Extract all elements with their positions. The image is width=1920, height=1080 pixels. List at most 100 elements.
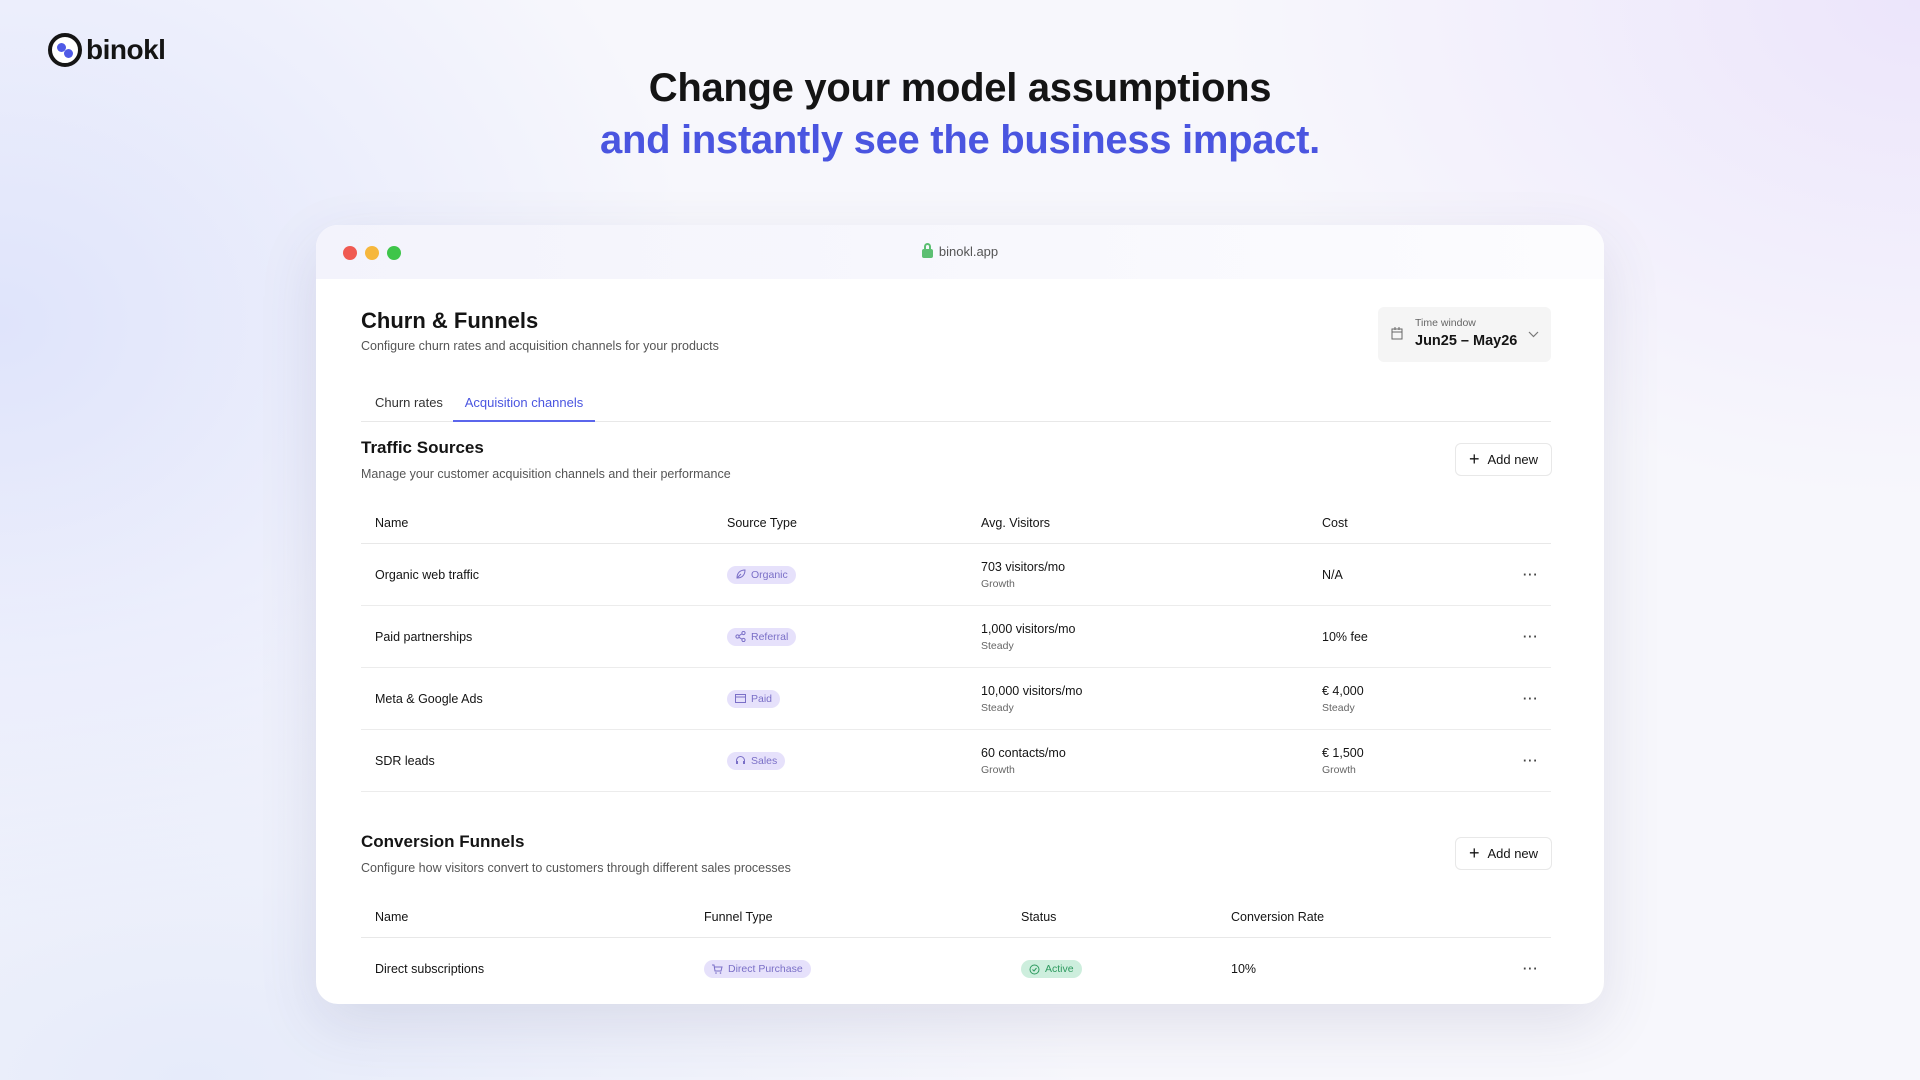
headset-icon bbox=[736, 756, 745, 764]
tab-churn-rates[interactable]: Churn rates bbox=[375, 395, 443, 410]
source-type-badge: Organic bbox=[727, 565, 796, 584]
table-row[interactable]: Direct subscriptions Direct Purchase Act… bbox=[361, 938, 1551, 1000]
source-type-text: Referral bbox=[751, 630, 789, 643]
add-new-label: Add new bbox=[1487, 452, 1539, 467]
traffic-sources-subtitle: Manage your customer acquisition channel… bbox=[361, 467, 731, 481]
visitors-value: 10,000 visitors/mo bbox=[981, 683, 1083, 698]
minimize-window-button[interactable] bbox=[365, 246, 379, 260]
column-header-name: Name bbox=[375, 909, 409, 924]
source-name: SDR leads bbox=[375, 753, 435, 768]
tabs-divider bbox=[361, 421, 1551, 422]
page-subtitle: Configure churn rates and acquisition ch… bbox=[361, 339, 719, 353]
source-type-badge: Paid bbox=[727, 689, 781, 708]
brand-name: binokl bbox=[86, 34, 166, 65]
funnel-name: Direct subscriptions bbox=[375, 962, 485, 976]
time-window-select[interactable]: Time window Jun25 – May26 bbox=[1378, 307, 1551, 362]
table-row[interactable]: Organic web traffic Organic 703 visitors… bbox=[361, 544, 1551, 606]
table-header: Name Funnel Type Status Conversion Rate bbox=[361, 896, 1551, 938]
cost-value: 10% fee bbox=[1322, 629, 1368, 644]
avg-visitors: 1,000 visitors/mo Steady bbox=[981, 622, 1075, 652]
hero-line-1: Change your model assumptions bbox=[648, 66, 1272, 110]
check-badge-icon bbox=[1029, 964, 1040, 974]
status-badge: Active bbox=[1021, 960, 1082, 978]
url-text: binokl.app bbox=[938, 244, 999, 259]
column-header-funnel-type: Funnel Type bbox=[704, 909, 773, 924]
conversion-funnels-subtitle: Configure how visitors convert to custom… bbox=[361, 861, 791, 875]
hero-headline: Change your model assumptions and instan… bbox=[0, 62, 1920, 166]
plus-icon: + bbox=[1468, 843, 1480, 863]
cost: € 4,000 Steady bbox=[1322, 684, 1364, 714]
funnel-type-text: Direct Purchase bbox=[728, 963, 803, 975]
visitors-value: 703 visitors/mo bbox=[981, 559, 1066, 574]
logo-mark-icon bbox=[48, 33, 82, 67]
row-actions-button[interactable]: ··· bbox=[1523, 753, 1539, 768]
table-row[interactable]: Meta & Google Ads Paid 10,000 visitors/m… bbox=[361, 668, 1551, 730]
source-name: Paid partnerships bbox=[375, 629, 473, 644]
close-window-button[interactable] bbox=[343, 246, 357, 260]
source-name: Meta & Google Ads bbox=[375, 691, 483, 706]
hero-line-2: and instantly see the business impact. bbox=[600, 118, 1320, 162]
visitors-trend: Growth bbox=[981, 577, 1015, 590]
source-type-text: Sales bbox=[751, 754, 778, 767]
lock-icon bbox=[921, 243, 933, 258]
cost-value: € 1,500 bbox=[1322, 745, 1364, 760]
column-header-status: Status bbox=[1021, 909, 1057, 924]
row-actions-button[interactable]: ··· bbox=[1523, 691, 1539, 706]
page-title: Churn & Funnels bbox=[361, 308, 539, 333]
add-new-label: Add new bbox=[1487, 846, 1539, 861]
conversion-funnels-table: Name Funnel Type Status Conversion Rate … bbox=[361, 896, 1551, 1000]
address-bar[interactable]: binokl.app bbox=[316, 243, 1604, 259]
row-actions-button[interactable]: ··· bbox=[1523, 567, 1539, 582]
row-actions-button[interactable]: ··· bbox=[1523, 629, 1539, 644]
table-row[interactable]: Paid partnerships Referral 1,000 visitor… bbox=[361, 606, 1551, 668]
column-header-cost: Cost bbox=[1322, 515, 1348, 530]
avg-visitors: 60 contacts/mo Growth bbox=[981, 746, 1066, 776]
calendar-icon bbox=[1391, 327, 1403, 340]
visitors-trend: Steady bbox=[981, 639, 1014, 652]
cost-trend: Steady bbox=[1322, 701, 1355, 714]
app-window: binokl.app Churn & Funnels Configure chu… bbox=[316, 225, 1604, 1004]
cost: 10% fee bbox=[1322, 630, 1368, 644]
visitors-trend: Growth bbox=[981, 763, 1015, 776]
cost: € 1,500 Growth bbox=[1322, 746, 1364, 776]
source-name: Organic web traffic bbox=[375, 567, 479, 582]
add-traffic-source-button[interactable]: + Add new bbox=[1455, 443, 1552, 476]
cost: N/A bbox=[1322, 568, 1343, 582]
share-icon bbox=[735, 631, 746, 642]
source-type-text: Paid bbox=[751, 692, 773, 705]
maximize-window-button[interactable] bbox=[387, 246, 401, 260]
source-type-badge: Referral bbox=[727, 627, 797, 646]
conversion-funnels-title: Conversion Funnels bbox=[361, 832, 525, 851]
status-text: Active bbox=[1045, 963, 1074, 975]
visitors-value: 1,000 visitors/mo bbox=[981, 621, 1076, 636]
source-type-text: Organic bbox=[751, 568, 788, 581]
column-header-source-type: Source Type bbox=[727, 515, 797, 530]
browser-titlebar: binokl.app bbox=[316, 225, 1604, 279]
source-type-badge: Sales bbox=[727, 751, 786, 770]
funnel-type-badge: Direct Purchase bbox=[704, 960, 811, 978]
time-window-label: Time window bbox=[1415, 317, 1476, 329]
column-header-conversion-rate: Conversion Rate bbox=[1231, 909, 1325, 924]
tab-acquisition-channels[interactable]: Acquisition channels bbox=[453, 395, 595, 422]
time-window-value: Jun25 – May26 bbox=[1415, 333, 1518, 349]
table-row[interactable]: SDR leads Sales 60 contacts/mo Growth € 1… bbox=[361, 730, 1551, 792]
cost-trend: Growth bbox=[1322, 763, 1356, 776]
column-header-avg-visitors: Avg. Visitors bbox=[981, 515, 1051, 530]
leaf-icon bbox=[736, 569, 746, 579]
table-header: Name Source Type Avg. Visitors Cost bbox=[361, 502, 1551, 544]
brand-logo: binokl bbox=[48, 33, 166, 67]
visitors-value: 60 contacts/mo bbox=[981, 745, 1066, 760]
plus-icon: + bbox=[1468, 449, 1480, 469]
add-funnel-button[interactable]: + Add new bbox=[1455, 837, 1552, 870]
row-actions-button[interactable]: ··· bbox=[1523, 962, 1539, 976]
cart-icon bbox=[712, 964, 723, 974]
avg-visitors: 703 visitors/mo Growth bbox=[981, 560, 1065, 590]
traffic-sources-table: Name Source Type Avg. Visitors Cost Orga… bbox=[361, 502, 1551, 792]
cost-value: € 4,000 bbox=[1322, 683, 1364, 698]
credit-card-icon bbox=[735, 694, 746, 703]
cost-value: N/A bbox=[1322, 567, 1343, 582]
avg-visitors: 10,000 visitors/mo Steady bbox=[981, 684, 1082, 714]
traffic-sources-title: Traffic Sources bbox=[361, 438, 484, 457]
conversion-rate: 10% bbox=[1231, 962, 1257, 976]
column-header-name: Name bbox=[375, 515, 409, 530]
